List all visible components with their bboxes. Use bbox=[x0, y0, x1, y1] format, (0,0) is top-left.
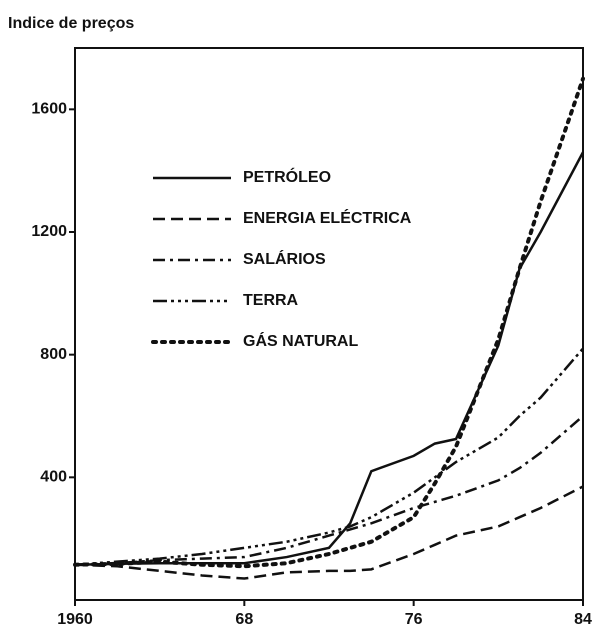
x-tick-label: 76 bbox=[405, 611, 423, 628]
x-tick-label: 68 bbox=[235, 611, 253, 628]
x-tick-label: 84 bbox=[574, 611, 592, 628]
legend-label: TERRA bbox=[243, 292, 299, 309]
y-tick-label: 1600 bbox=[31, 101, 67, 118]
series-line bbox=[74, 347, 584, 566]
x-tick-label: 1960 bbox=[57, 611, 93, 628]
series-line bbox=[73, 76, 585, 569]
chart-title: Indice de preços bbox=[8, 15, 134, 32]
legend-label: SALÁRIOS bbox=[243, 249, 326, 268]
plot-frame bbox=[74, 47, 584, 601]
legend-label: GÁS NATURAL bbox=[243, 331, 358, 350]
legend-label: ENERGIA ELÉCTRICA bbox=[243, 208, 412, 227]
y-tick-label: 800 bbox=[40, 346, 67, 363]
series-line bbox=[74, 485, 584, 580]
legend-label: PETRÓLEO bbox=[243, 167, 331, 186]
series-line bbox=[74, 415, 584, 566]
y-tick-label: 400 bbox=[40, 469, 67, 486]
y-tick-label: 1200 bbox=[31, 223, 67, 240]
